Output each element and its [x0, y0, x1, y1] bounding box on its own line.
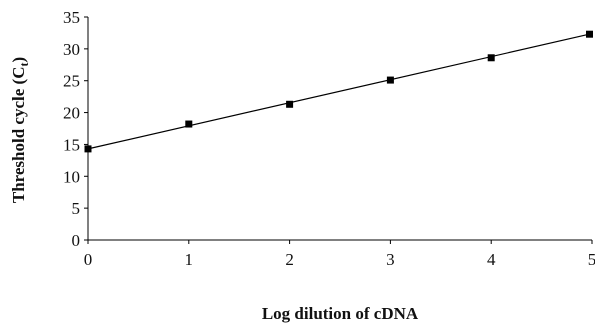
- data-point-3: [386, 76, 394, 84]
- y-tick-label-20: 20: [63, 104, 80, 123]
- data-point-0: [84, 145, 92, 153]
- data-point-4: [487, 54, 495, 62]
- y-tick-label-10: 10: [63, 167, 80, 186]
- data-point-5: [586, 30, 593, 38]
- y-tick-label-30: 30: [63, 40, 80, 59]
- plot-area: 0 5 10 15 20 25 30 35 0 1 2 3 4 5: [63, 8, 595, 269]
- svg-text:Threshold cycle (Ct): Threshold cycle (Ct): [9, 57, 31, 203]
- y-tick-label-5: 5: [72, 199, 81, 218]
- y-axis-title-sub: t: [17, 63, 31, 67]
- y-tick-label-0: 0: [72, 231, 81, 250]
- x-tick-label-3: 3: [386, 250, 395, 269]
- y-tick-label-15: 15: [63, 135, 80, 154]
- x-tick-label-1: 1: [185, 250, 194, 269]
- x-tick-label-4: 4: [487, 250, 496, 269]
- trendline: [87, 32, 593, 150]
- x-tick-label-0: 0: [84, 250, 93, 269]
- x-tick-label-5: 5: [588, 250, 595, 269]
- y-tick-label-35: 35: [63, 8, 80, 27]
- y-axis-title-close: ): [9, 57, 28, 63]
- data-point-1: [185, 120, 193, 128]
- y-tick-label-25: 25: [63, 72, 80, 91]
- y-axis-title-main: Threshold cycle (C: [9, 67, 28, 204]
- y-axis-title: Threshold cycle (Ct): [9, 57, 31, 203]
- x-axis-title: Log dilution of cDNA: [262, 304, 419, 323]
- x-tick-label-2: 2: [285, 250, 294, 269]
- data-point-2: [286, 100, 294, 108]
